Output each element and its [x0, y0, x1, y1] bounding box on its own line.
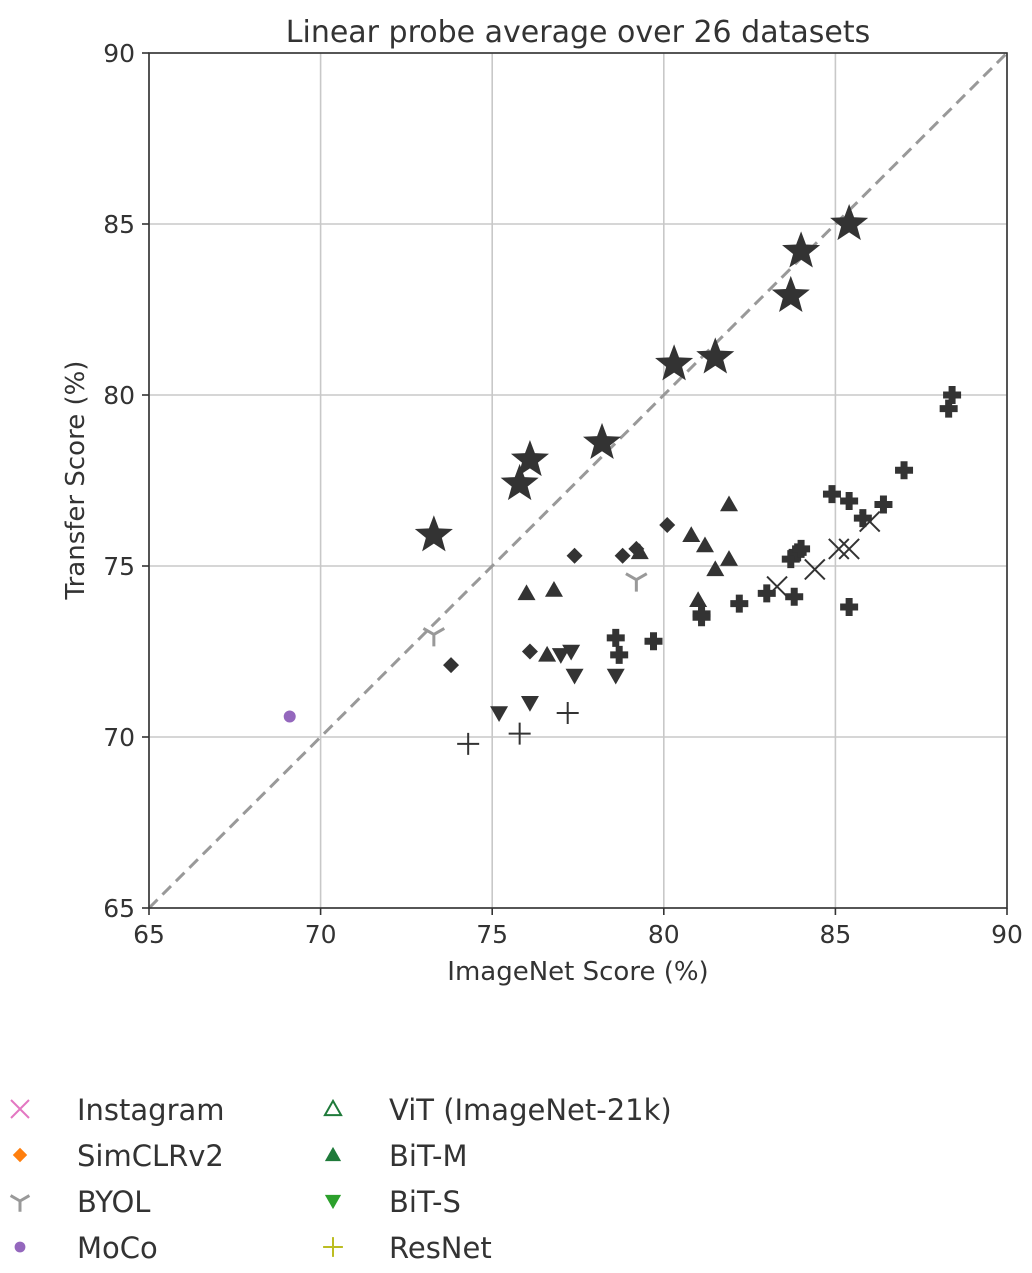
thick-plus-point	[874, 495, 893, 514]
simclrv2-point	[566, 547, 583, 564]
simclrv2-legend-marker	[12, 1147, 28, 1163]
plot-frame	[148, 52, 1008, 909]
instagram-legend-label: Instagram	[77, 1093, 225, 1127]
thick-plus-point	[781, 550, 800, 569]
x-tick-label: 75	[476, 920, 508, 949]
thick-plus-point	[895, 461, 914, 480]
moco-point	[283, 710, 296, 723]
y-tick-label: 70	[103, 723, 135, 752]
resnet-legend-marker	[323, 1237, 343, 1257]
star-point	[830, 204, 869, 241]
legend: Instagram SimCLRv2 BYOL MoCo ViT (ImageNet-2…	[9, 1093, 672, 1265]
diagonal-reference-line	[147, 51, 1009, 910]
byol-legend-label: BYOL	[77, 1185, 150, 1219]
thick-plus-point	[730, 594, 749, 613]
bit-m-point	[720, 550, 739, 566]
bit-s-legend-label: BiT-S	[389, 1185, 461, 1219]
thick-plus-point	[822, 485, 841, 504]
resnet-point	[556, 702, 579, 725]
instagram-point	[804, 558, 826, 581]
thick-plus-point	[606, 628, 625, 647]
thick-plus-point	[792, 539, 811, 558]
bit-m-legend-marker	[324, 1146, 342, 1162]
x-tick-label: 90	[991, 920, 1023, 949]
y-tick-label: 80	[103, 381, 135, 410]
moco-legend-label: MoCo	[77, 1231, 158, 1265]
vit-imagenet-21k-legend-marker	[323, 1098, 343, 1117]
instagram-point	[828, 538, 850, 560]
thick-plus-point	[840, 492, 859, 511]
simclrv2-point	[521, 643, 538, 660]
bit-m-point	[517, 584, 536, 601]
thick-plus-point	[644, 632, 663, 651]
bit-s-point	[551, 648, 570, 664]
bit-s-point	[490, 706, 509, 723]
star-point	[696, 337, 735, 374]
star-point	[510, 439, 549, 477]
thick-plus-point	[943, 386, 962, 404]
bit-m-point	[720, 495, 739, 512]
bit-m-point	[706, 560, 725, 577]
bit-m-legend-label: BiT-M	[389, 1139, 468, 1173]
y-axis-ticks: 65 70 75 80 85 90	[103, 39, 149, 923]
y-tick-label: 90	[103, 39, 135, 68]
chart-title: Linear probe average over 26 datasets	[286, 15, 870, 50]
star-point	[583, 422, 622, 460]
bit-m-point	[682, 526, 701, 542]
x-tick-label: 65	[133, 920, 165, 949]
bit-s-point	[606, 668, 625, 685]
bit-s-legend-marker	[324, 1194, 342, 1210]
bit-s-point	[520, 696, 539, 712]
star-point	[655, 344, 694, 381]
resnet-point	[508, 722, 531, 745]
bit-m-point	[689, 591, 708, 607]
thick-plus-point	[757, 584, 776, 603]
thick-plus-point	[610, 645, 629, 664]
star-point	[414, 515, 453, 552]
thick-plus-point	[939, 399, 958, 418]
star-point	[782, 231, 821, 268]
thick-plus-point	[840, 598, 859, 617]
thick-plus-point	[853, 509, 872, 528]
y-axis-label: Transfer Score (%)	[61, 361, 91, 601]
simclrv2-point	[659, 516, 676, 533]
resnet-point	[457, 732, 480, 755]
x-axis-ticks: 65 70 75 80 85 90	[133, 908, 1023, 949]
y-tick-label: 85	[103, 210, 135, 239]
bit-s-point	[565, 668, 584, 685]
bit-s-point	[562, 644, 581, 661]
byol-point	[422, 627, 446, 647]
simclrv2-legend-label: SimCLRv2	[77, 1139, 224, 1173]
y-tick-label: 75	[103, 552, 135, 581]
data-points	[283, 204, 962, 755]
thick-plus-point	[785, 587, 804, 606]
instagram-point	[838, 538, 860, 560]
byol-point	[625, 572, 648, 592]
y-tick-label: 65	[103, 894, 135, 923]
star-point	[500, 463, 539, 501]
bit-m-point	[630, 543, 649, 560]
bit-m-point	[695, 536, 714, 553]
x-axis-label: ImageNet Score (%)	[447, 957, 708, 987]
vit-imagenet-21k-legend-label: ViT (ImageNet-21k)	[389, 1093, 672, 1127]
thick-plus-point	[692, 608, 711, 627]
resnet-legend-label: ResNet	[389, 1231, 492, 1265]
x-tick-label: 70	[305, 920, 337, 949]
instagram-legend-marker	[10, 1099, 30, 1119]
bit-m-point	[544, 580, 563, 597]
moco-legend-marker	[14, 1241, 26, 1253]
x-tick-label: 80	[648, 920, 680, 949]
simclrv2-point	[614, 547, 631, 564]
simclrv2-point	[443, 657, 460, 674]
star-point	[771, 275, 810, 312]
bit-m-point	[538, 645, 557, 662]
x-tick-label: 85	[819, 920, 851, 949]
byol-legend-marker	[9, 1194, 31, 1212]
